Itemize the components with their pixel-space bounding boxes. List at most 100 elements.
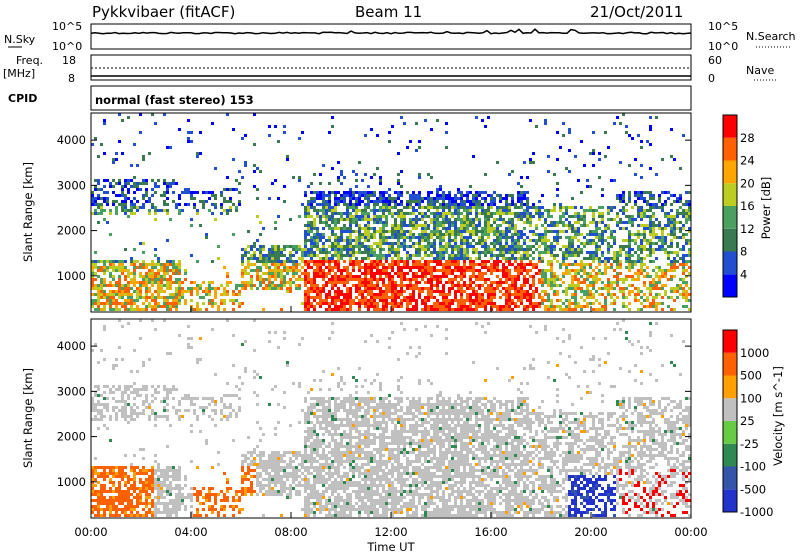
power-cell [271,182,274,185]
power-cell [511,200,514,203]
power-cell [124,197,127,200]
power-cell [490,290,493,293]
power-cell [493,290,496,293]
power-cell [502,233,505,236]
power-cell [571,230,574,233]
power-cell [517,200,520,203]
power-cell [445,242,448,245]
power-cell [433,248,436,251]
power-cell [646,191,649,194]
power-cell [361,272,364,275]
power-cell [373,284,376,287]
power-cell [331,233,334,236]
power-cell [397,197,400,200]
power-cell [670,155,673,158]
power-cell [169,185,172,188]
power-cell [502,287,505,290]
power-cell [406,266,409,269]
power-cell [502,275,505,278]
power-cell [106,191,109,194]
power-cell [484,218,487,221]
power-cell [670,275,673,278]
power-cell [592,284,595,287]
power-cell [649,218,652,221]
power-cell [523,305,526,308]
power-cell [349,287,352,290]
power-cell [346,287,349,290]
power-cell [397,269,400,272]
power-cell [367,272,370,275]
power-cell [97,290,100,293]
power-cell [475,248,478,251]
power-cell [319,209,322,212]
velocity-cell [130,469,133,472]
power-cell [175,206,178,209]
power-cell [115,266,118,269]
cpid-label: CPID [8,92,37,105]
velocity-cell [148,406,151,409]
power-cell [316,296,319,299]
power-cell [139,284,142,287]
power-cell [568,215,571,218]
power-cell [103,272,106,275]
power-cell [442,269,445,272]
power-cell [463,236,466,239]
power-cell [580,215,583,218]
power-cell [424,254,427,257]
power-cell [508,257,511,260]
power-cell [412,296,415,299]
power-cell [232,302,235,305]
power-cell [265,260,268,263]
velocity-cell [157,391,160,394]
power-cell [493,197,496,200]
power-cell [439,245,442,248]
power-cell [517,272,520,275]
power-cell [349,188,352,191]
power-cell [355,212,358,215]
power-cell [481,296,484,299]
power-cell [361,191,364,194]
power-cell [451,278,454,281]
power-cell [577,233,580,236]
power-cell [322,233,325,236]
power-cell [649,215,652,218]
power-cell [463,206,466,209]
velocity-cell [145,478,148,481]
power-cell [418,173,421,176]
power-cell [589,221,592,224]
power-cell [598,260,601,263]
power-cell [487,218,490,221]
power-cell [169,284,172,287]
velocity-cell [148,502,151,505]
power-cell [472,248,475,251]
power-cell [628,284,631,287]
power-cell [373,173,376,176]
power-cell [427,236,430,239]
power-cell [103,281,106,284]
power-cell [550,302,553,305]
power-cell [577,179,580,182]
power-cell [385,218,388,221]
power-cell [436,221,439,224]
power-cell [94,299,97,302]
power-cell [199,284,202,287]
power-cell [493,191,496,194]
colorbar-segment [723,228,737,252]
power-cell [664,290,667,293]
power-cell [613,218,616,221]
velocity-cell [109,505,112,508]
velocity-cell [115,388,118,391]
power-cell [262,272,265,275]
power-cell [457,290,460,293]
power-cell [565,293,568,296]
power-cell [184,272,187,275]
power-cell [523,254,526,257]
power-cell [364,134,367,137]
power-cell [418,140,421,143]
velocity-cell [100,415,103,418]
velocity-cell [103,469,106,472]
power-cell [622,209,625,212]
power-cell [595,245,598,248]
power-cell [157,293,160,296]
power-cell [214,302,217,305]
